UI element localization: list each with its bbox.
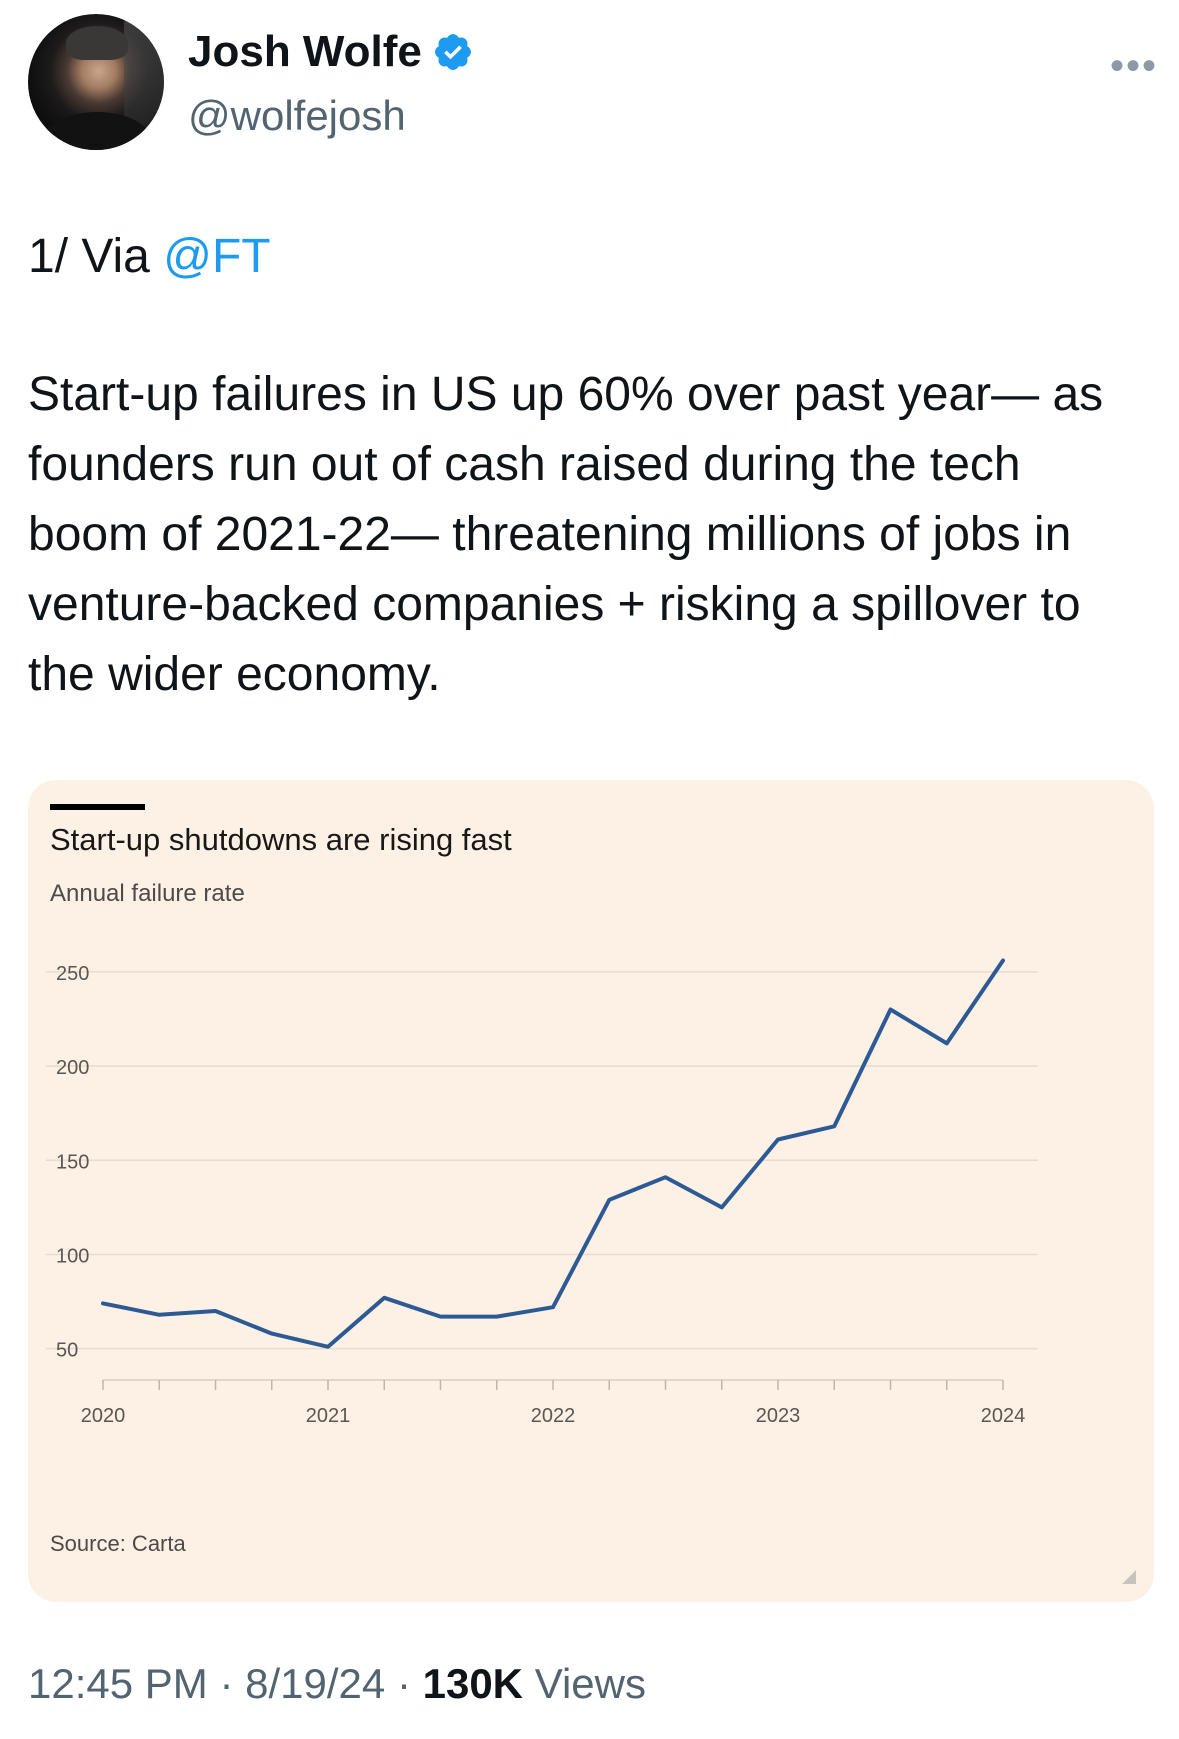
tweet-time[interactable]: 12:45 PM <box>28 1660 208 1707</box>
tweet-date[interactable]: 8/19/24 <box>245 1660 386 1707</box>
more-options-icon[interactable]: ••• <box>1109 44 1158 88</box>
tweet-header: Josh Wolfe @wolfejosh ••• <box>28 14 1158 154</box>
chart-header-rule <box>50 804 145 810</box>
tweet-first-line: 1/ Via @FT <box>28 222 1148 292</box>
y-tick-label: 150 <box>56 1151 89 1173</box>
tweet-meta: 12:45 PM · 8/19/24 · 130K Views <box>28 1660 646 1708</box>
avatar[interactable] <box>28 14 164 150</box>
tweet-body: Start-up failures in US up 60% over past… <box>28 368 1104 701</box>
chart-title: Start-up shutdowns are rising fast <box>50 822 512 857</box>
line-chart: 250 200 150 100 50 2020 2021 2022 2023 2024 <box>46 958 1038 1427</box>
meta-separator: · <box>219 1660 234 1707</box>
display-name[interactable]: Josh Wolfe <box>188 27 422 76</box>
user-handle[interactable]: @wolfejosh <box>188 92 406 139</box>
x-tick-label: 2020 <box>81 1405 126 1427</box>
x-tick-label: 2021 <box>306 1405 351 1427</box>
series-line <box>101 958 1005 1349</box>
x-tick-label: 2023 <box>756 1405 801 1427</box>
y-tick-label: 50 <box>56 1340 78 1362</box>
verified-badge-icon <box>434 34 471 70</box>
y-tick-label: 200 <box>56 1057 89 1079</box>
name-row: Josh Wolfe <box>188 30 474 74</box>
views-count: 130K <box>422 1660 524 1707</box>
avatar-hair <box>66 26 128 60</box>
x-tick-label: 2022 <box>531 1405 576 1427</box>
chart-source: Source: Carta <box>50 1531 186 1556</box>
y-tick-label: 100 <box>56 1245 89 1267</box>
resize-handle-icon <box>1122 1570 1136 1584</box>
tweet-prefix: 1/ Via <box>28 230 164 283</box>
views-label: Views <box>534 1660 646 1707</box>
y-tick-label: 250 <box>56 963 89 985</box>
chart-subtitle: Annual failure rate <box>50 880 245 907</box>
mention-link[interactable]: @FT <box>163 230 271 283</box>
x-tick-label: 2024 <box>981 1405 1026 1427</box>
meta-separator: · <box>396 1660 411 1707</box>
chart-card[interactable]: Start-up shutdowns are rising fast Annua… <box>28 780 1154 1602</box>
